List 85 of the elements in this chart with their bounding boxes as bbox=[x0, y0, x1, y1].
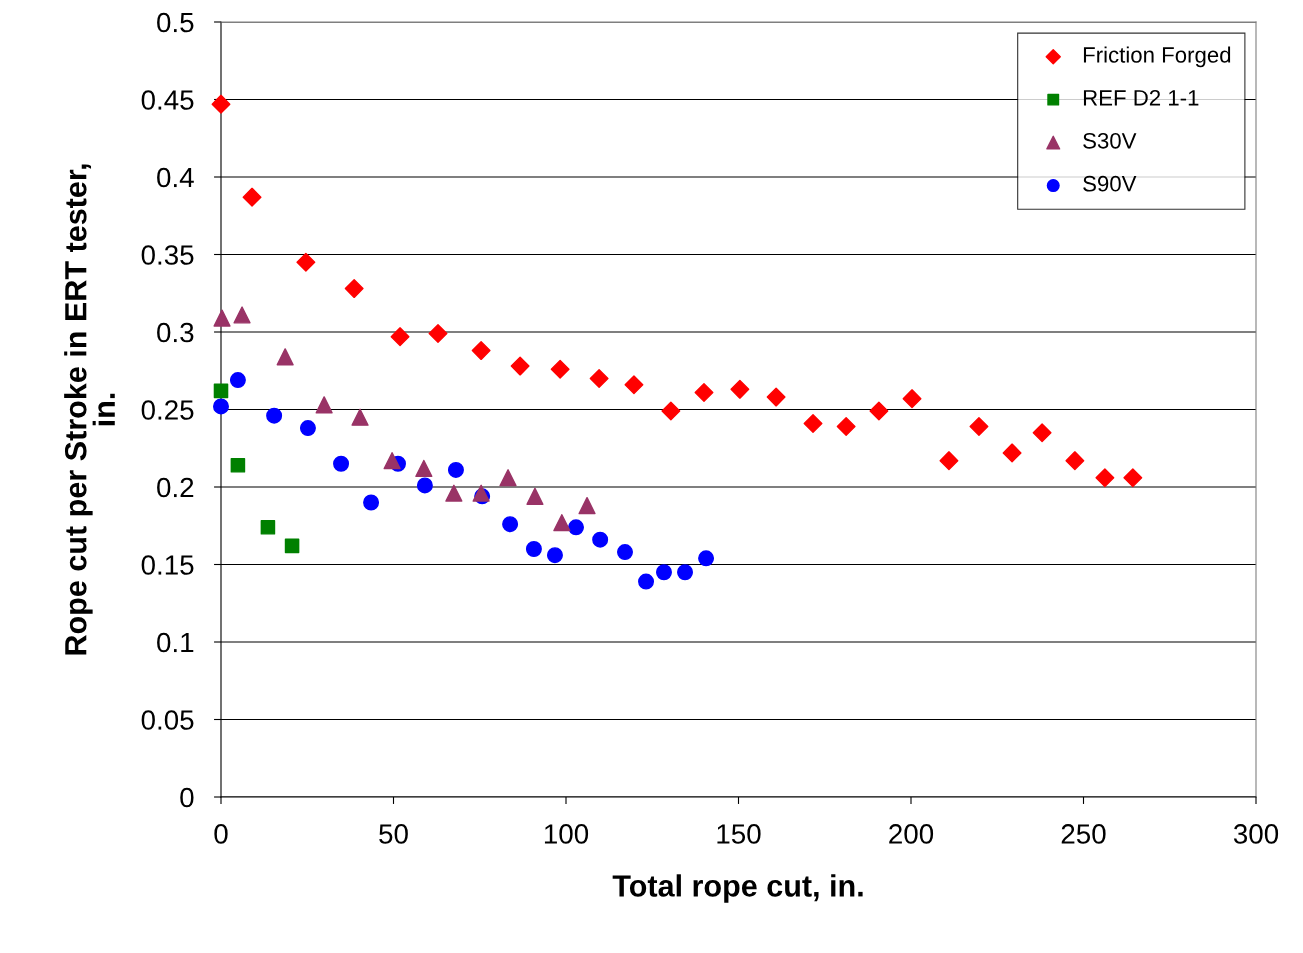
point bbox=[656, 564, 672, 581]
point bbox=[553, 514, 571, 532]
point bbox=[276, 348, 294, 366]
point bbox=[1002, 443, 1022, 463]
point bbox=[266, 407, 283, 424]
y-tick-label: 0.05 bbox=[141, 710, 194, 730]
point bbox=[363, 494, 380, 511]
y-tick-label: 0.2 bbox=[157, 477, 194, 498]
point bbox=[698, 550, 715, 567]
point bbox=[525, 541, 542, 557]
point bbox=[471, 341, 491, 361]
y-tick-label: 0.15 bbox=[141, 555, 194, 575]
point bbox=[766, 387, 786, 407]
x-tick-label: 300 bbox=[1233, 824, 1279, 844]
point bbox=[445, 484, 463, 502]
point bbox=[510, 356, 530, 376]
x-tick-label: 200 bbox=[889, 824, 934, 844]
x-tick-label: 0 bbox=[214, 824, 228, 844]
legend-label: S90V bbox=[1083, 175, 1137, 192]
point bbox=[638, 573, 655, 590]
point bbox=[661, 401, 681, 421]
y-tick-label: 0.35 bbox=[141, 245, 194, 265]
x-axis-title: Total rope cut, in. bbox=[612, 874, 863, 903]
point bbox=[546, 547, 563, 564]
point bbox=[299, 420, 316, 437]
point bbox=[617, 544, 633, 561]
point bbox=[447, 461, 464, 478]
y-tick-label: 0 bbox=[180, 787, 194, 808]
point bbox=[213, 383, 229, 399]
point bbox=[344, 279, 364, 299]
legend-label: REF D2 1-1 bbox=[1083, 89, 1199, 106]
point bbox=[694, 382, 714, 402]
point bbox=[677, 564, 694, 581]
point bbox=[472, 484, 490, 502]
point bbox=[869, 401, 889, 421]
y-tick-label: 0.4 bbox=[157, 167, 194, 188]
point bbox=[333, 455, 350, 472]
point bbox=[568, 519, 584, 536]
point bbox=[315, 396, 333, 414]
point bbox=[624, 375, 644, 395]
point bbox=[1095, 468, 1115, 488]
point bbox=[969, 417, 989, 437]
point bbox=[1123, 468, 1143, 488]
point bbox=[415, 459, 433, 478]
x-tick-label: 250 bbox=[1061, 824, 1106, 844]
x-tick-label: 150 bbox=[717, 824, 761, 844]
point bbox=[390, 327, 410, 347]
point bbox=[229, 372, 246, 389]
y-tick-label: 0.1 bbox=[157, 632, 194, 653]
point bbox=[233, 306, 251, 324]
x-tick-label: 50 bbox=[379, 824, 408, 844]
point bbox=[502, 516, 519, 533]
point bbox=[578, 496, 596, 515]
point bbox=[836, 417, 856, 437]
y-tick-label: 0.3 bbox=[157, 322, 194, 343]
point bbox=[803, 413, 823, 433]
point bbox=[589, 369, 609, 388]
legend-label: Friction Forged bbox=[1083, 46, 1231, 68]
point bbox=[351, 408, 369, 426]
x-tick-label: 100 bbox=[544, 824, 589, 844]
point bbox=[284, 538, 300, 554]
point bbox=[526, 487, 544, 505]
point bbox=[499, 469, 517, 487]
legend-label: S30V bbox=[1083, 132, 1137, 149]
point bbox=[1032, 423, 1052, 443]
point bbox=[1065, 451, 1085, 471]
point bbox=[242, 187, 262, 207]
y-tick-label: 0.25 bbox=[141, 400, 194, 420]
point bbox=[260, 520, 276, 535]
point bbox=[296, 252, 316, 272]
point bbox=[902, 389, 922, 409]
point bbox=[428, 324, 448, 344]
point bbox=[213, 309, 231, 327]
point bbox=[730, 379, 750, 399]
y-tick-label: 0.5 bbox=[157, 12, 194, 33]
point bbox=[211, 94, 231, 114]
point bbox=[592, 531, 609, 548]
y-axis-title: Rope cut per Stroke in ERT tester, in. bbox=[64, 164, 115, 655]
point bbox=[213, 398, 229, 415]
point bbox=[550, 359, 570, 379]
point bbox=[230, 458, 246, 473]
point bbox=[939, 451, 959, 471]
point bbox=[416, 477, 433, 494]
point bbox=[383, 452, 401, 470]
y-tick-label: 0.45 bbox=[141, 90, 194, 110]
